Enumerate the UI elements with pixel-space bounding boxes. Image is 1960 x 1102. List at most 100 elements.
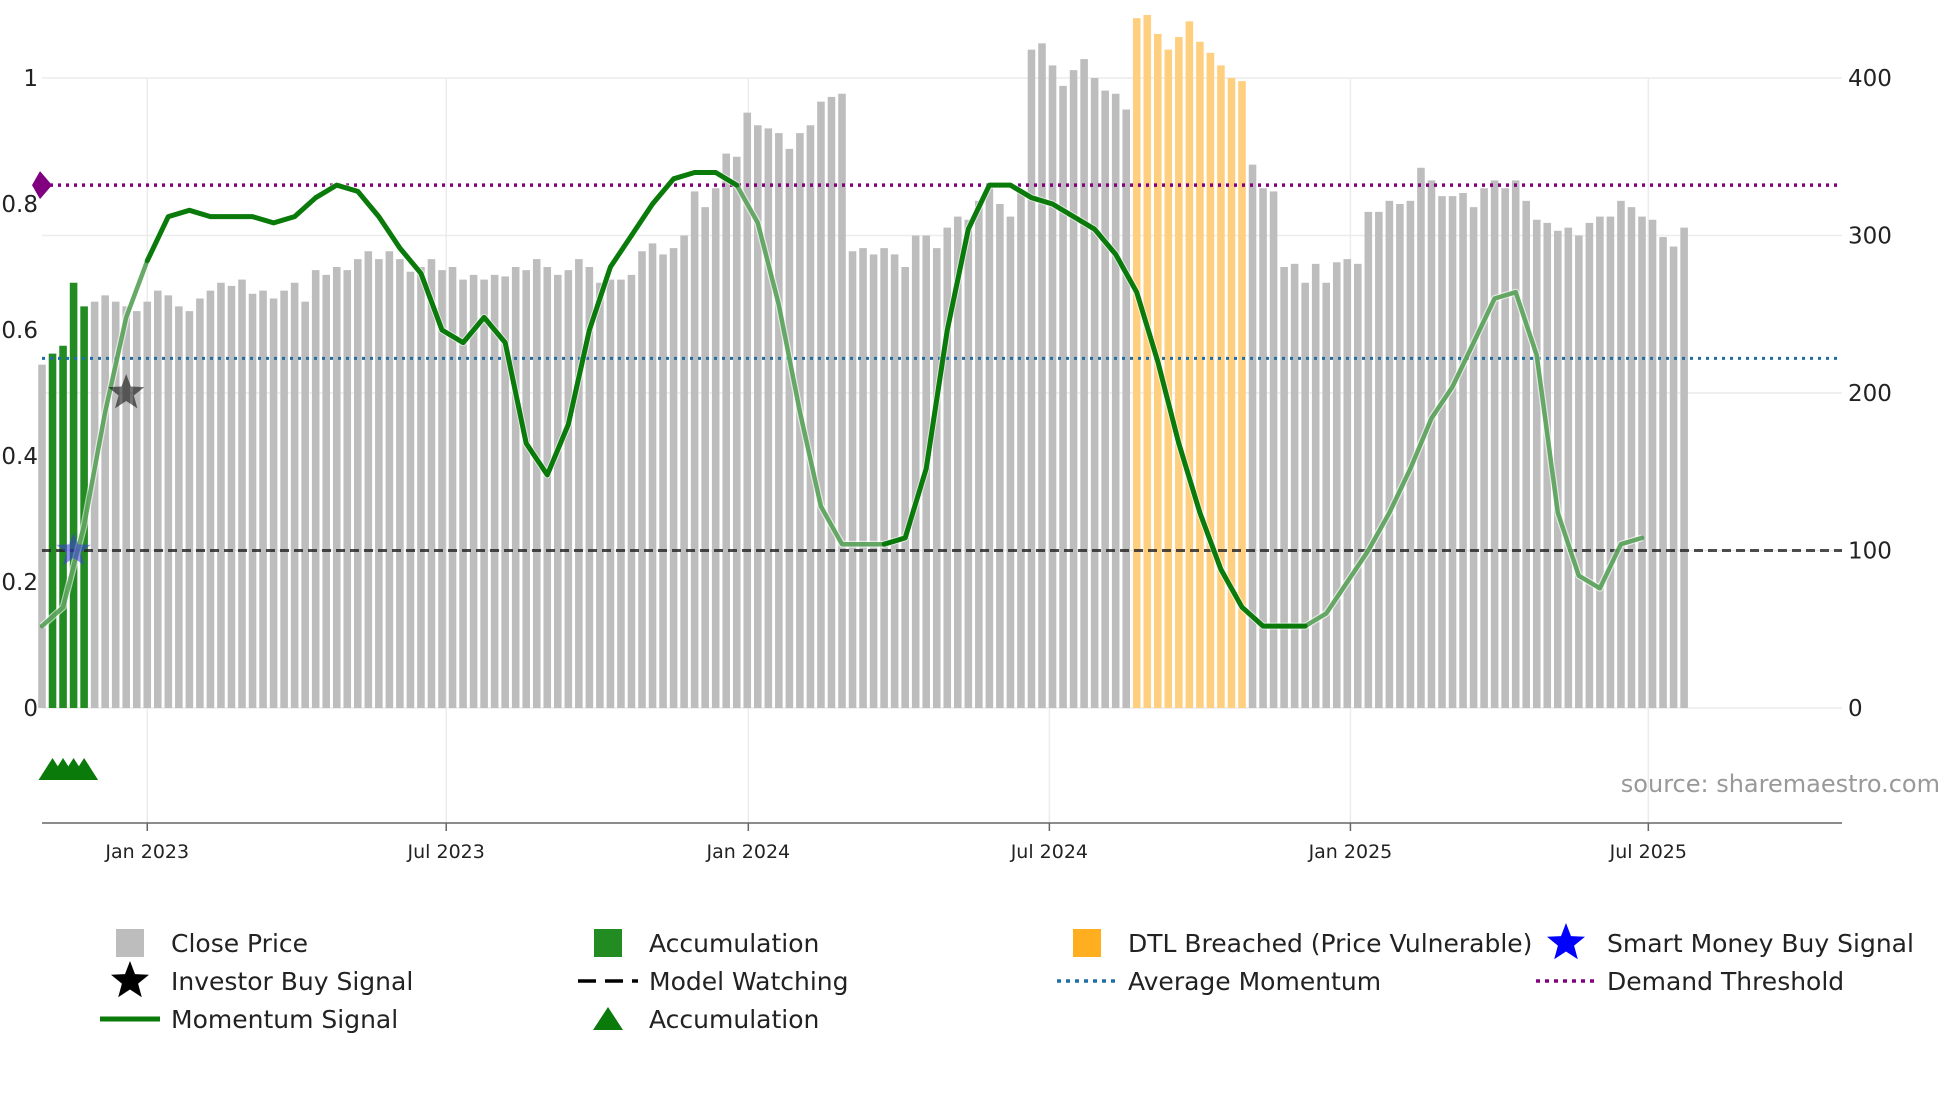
close-price-bar [975, 200, 983, 708]
dtl-breached-bar [1227, 78, 1236, 708]
right-tick-label: 0 [1848, 696, 1863, 722]
close-price-bar [185, 311, 194, 708]
close-price-bar [1490, 180, 1499, 708]
close-price-bar [143, 301, 152, 708]
close-price-bar [532, 259, 541, 708]
close-price-bar [1375, 211, 1383, 708]
close-price-bar [206, 290, 215, 708]
x-tick-label: Jan 2025 [1308, 841, 1393, 863]
close-price-bar [869, 254, 878, 708]
close-price-bar [427, 259, 436, 708]
legend-square-swatch [116, 929, 144, 957]
close-price-bar [259, 290, 267, 708]
bar-layer [38, 15, 1688, 709]
chart-legend: Close Price Accumulation DTL Breached (Pri… [100, 923, 1914, 1034]
close-price-bar [638, 251, 646, 708]
close-price-bar [1617, 200, 1625, 708]
close-price-bar [1290, 263, 1299, 708]
right-tick-label: 100 [1848, 539, 1892, 565]
close-price-bar [648, 243, 657, 708]
close-price-bar [838, 93, 846, 708]
close-price-bar [238, 279, 246, 708]
close-price-bar [1627, 207, 1636, 708]
close-price-bar [932, 248, 941, 708]
close-price-bar [711, 188, 720, 708]
accumulation-bar [69, 282, 78, 708]
close-price-bar [311, 270, 320, 708]
close-price-bar [911, 235, 920, 708]
close-price-bar [743, 112, 752, 708]
reference-lines [32, 171, 1842, 552]
legend-label: Demand Threshold [1607, 967, 1844, 996]
close-price-bar [1406, 200, 1415, 708]
close-price-bar [775, 133, 783, 708]
close-price-bar [1122, 109, 1130, 708]
legend-item: Demand Threshold [1536, 967, 1844, 996]
legend-label: Investor Buy Signal [171, 967, 413, 996]
close-price-bar [396, 259, 404, 708]
close-price-bar [1322, 282, 1330, 708]
close-price-bar [880, 248, 888, 708]
left-tick-label: 1 [23, 66, 38, 92]
dtl-breached-bar [1217, 65, 1225, 708]
legend-item: Model Watching [578, 967, 849, 996]
close-price-bar [1080, 59, 1088, 709]
dtl-breached-bar [1175, 37, 1183, 709]
close-price-bar [406, 271, 415, 708]
close-price-bar [596, 282, 604, 708]
close-price-bar [996, 204, 1004, 708]
x-tick-label: Jan 2023 [104, 841, 189, 863]
x-tick-label: Jul 2025 [1609, 841, 1687, 863]
close-price-bar [1090, 78, 1099, 708]
close-price-bar [1280, 267, 1288, 708]
close-price-bar [1269, 191, 1278, 708]
close-price-bar [690, 191, 699, 708]
legend-item: DTL Breached (Price Vulnerable) [1073, 929, 1532, 958]
close-price-bar [1501, 188, 1509, 708]
close-price-bar [1017, 191, 1025, 708]
close-price-bar [227, 285, 236, 708]
left-tick-label: 0.8 [1, 192, 38, 218]
close-price-bar [90, 301, 99, 708]
close-price-bar [38, 364, 46, 708]
close-price-bar [1522, 200, 1530, 708]
close-price-bar [732, 156, 741, 708]
close-price-bar [1101, 90, 1109, 709]
close-price-bar [1038, 43, 1046, 709]
close-price-bar [1480, 188, 1488, 708]
close-price-bar [606, 279, 615, 708]
left-tick-label: 0 [23, 696, 38, 722]
close-price-bar [132, 311, 141, 708]
close-price-bar [859, 248, 867, 708]
close-price-bar [680, 235, 688, 708]
close-price-bar [1448, 196, 1457, 708]
close-price-bar [954, 216, 962, 708]
close-price-bar [564, 270, 573, 708]
close-price-bar [754, 125, 762, 708]
close-price-bar [511, 267, 520, 708]
legend-label: Close Price [171, 929, 308, 958]
x-tick-label: Jul 2023 [407, 841, 485, 863]
close-price-bar [764, 128, 773, 708]
close-price-bar [354, 259, 362, 708]
close-price-bar [1332, 262, 1341, 708]
close-price-bar [1396, 204, 1404, 708]
accumulation-bar [59, 345, 67, 708]
close-price-bar [1027, 49, 1036, 708]
close-price-bar [848, 251, 857, 708]
close-price-bar [943, 227, 952, 708]
close-price-bar [459, 279, 467, 708]
close-price-bar [480, 279, 488, 708]
close-price-bar [1006, 216, 1015, 708]
legend-label: Accumulation [649, 929, 819, 958]
smart-money-buy-signal-star [56, 532, 91, 566]
legend-label: Momentum Signal [171, 1005, 398, 1034]
x-tick-label: Jul 2024 [1010, 841, 1088, 863]
legend-label: Accumulation [649, 1005, 819, 1034]
x-tick-label: Jan 2024 [705, 841, 790, 863]
legend-item: Average Momentum [1057, 967, 1381, 996]
left-tick-label: 0.6 [1, 318, 38, 344]
close-price-bar [901, 267, 909, 708]
close-price-bar [1585, 222, 1594, 708]
